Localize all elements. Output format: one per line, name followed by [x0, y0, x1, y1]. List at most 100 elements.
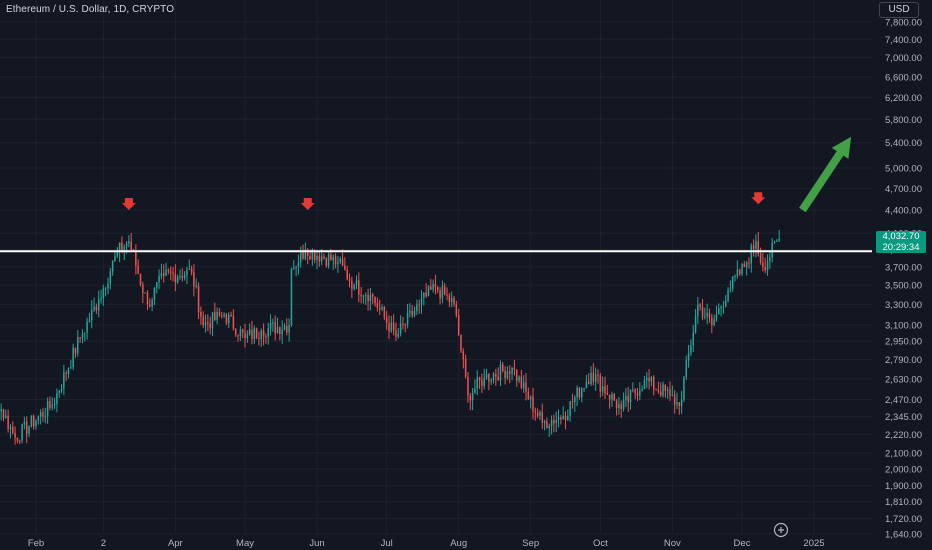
- candle-body: [555, 419, 557, 424]
- candle-body: [606, 393, 609, 395]
- candle: [457, 308, 460, 337]
- candle: [232, 309, 235, 331]
- candle: [371, 292, 374, 305]
- candle-body: [557, 417, 560, 420]
- candle: [776, 238, 778, 243]
- candle: [100, 289, 102, 304]
- candle-body: [669, 389, 671, 396]
- candle-body: [65, 372, 67, 374]
- currency-button[interactable]: USD: [879, 2, 919, 18]
- candle-body: [253, 328, 256, 340]
- candle: [632, 382, 634, 393]
- candle-body: [550, 420, 553, 427]
- candle-body: [536, 412, 539, 416]
- candle-body: [615, 400, 618, 408]
- candle: [659, 382, 662, 398]
- candle-body: [156, 282, 158, 288]
- candle: [413, 306, 416, 318]
- candle: [562, 406, 564, 420]
- candle-body: [520, 376, 523, 389]
- candle-body: [111, 260, 114, 272]
- candle: [550, 415, 553, 435]
- candle-body: [244, 332, 246, 338]
- candle-body: [44, 416, 47, 418]
- candle: [299, 246, 302, 268]
- candle: [260, 328, 263, 347]
- candle-body: [128, 241, 130, 244]
- candle: [174, 264, 177, 292]
- candle: [718, 303, 720, 315]
- candle: [608, 394, 611, 409]
- candle: [520, 369, 523, 390]
- candle: [295, 265, 297, 277]
- candle-body: [427, 286, 430, 297]
- candle: [513, 359, 516, 376]
- last-price-value: 4,032.70: [882, 231, 920, 242]
- candle: [745, 260, 748, 276]
- candle: [42, 407, 44, 422]
- candle-body: [186, 269, 188, 275]
- candle: [255, 327, 258, 340]
- candle-body: [711, 317, 713, 325]
- y-tick-label: 2,345.00: [885, 412, 922, 423]
- candle: [381, 304, 383, 311]
- candle: [574, 395, 576, 412]
- candle: [165, 262, 167, 277]
- candle-body: [339, 258, 341, 263]
- candle: [643, 376, 646, 390]
- candle: [351, 276, 353, 299]
- candle: [738, 268, 741, 276]
- candle-body: [95, 306, 98, 311]
- candle-body: [355, 280, 358, 286]
- candle-body: [86, 321, 88, 333]
- candle: [186, 266, 188, 285]
- plus-circle-icon[interactable]: [773, 522, 789, 538]
- candle-body: [441, 285, 444, 299]
- x-tick-label: 2: [101, 538, 106, 549]
- candle-body: [162, 272, 165, 276]
- grid-layer: [0, 0, 872, 535]
- candle-body: [585, 381, 588, 389]
- candle: [576, 385, 578, 407]
- candle-body: [599, 375, 602, 392]
- candle: [360, 286, 362, 304]
- candle: [722, 300, 725, 314]
- candle-body: [685, 360, 688, 378]
- candle: [399, 315, 402, 337]
- candle: [522, 375, 525, 393]
- candle-body: [239, 329, 242, 336]
- candle-body: [546, 421, 548, 429]
- candle: [135, 244, 137, 275]
- candle: [757, 231, 760, 257]
- candle: [711, 313, 713, 334]
- candle: [715, 305, 718, 322]
- candle: [111, 260, 114, 276]
- candle: [395, 322, 397, 341]
- candle-body: [9, 427, 12, 429]
- x-tick-label: Dec: [734, 538, 751, 549]
- candle-body: [97, 299, 100, 311]
- y-tick-label: 5,000.00: [885, 164, 922, 175]
- candle-body: [93, 306, 95, 310]
- candle: [378, 299, 381, 315]
- annotations-layer: [121, 136, 852, 213]
- candle-body: [643, 380, 646, 390]
- candle-body: [471, 392, 474, 401]
- candle: [529, 395, 532, 409]
- candle-body: [671, 394, 674, 396]
- candle-body: [450, 298, 453, 302]
- candle-body: [304, 249, 307, 259]
- candle: [388, 315, 390, 339]
- candle: [223, 312, 225, 318]
- candle-body: [60, 388, 63, 391]
- candle-body: [230, 314, 232, 316]
- candle: [460, 334, 462, 354]
- candle: [397, 328, 400, 339]
- candle-body: [297, 262, 300, 267]
- candle-body: [776, 240, 778, 242]
- candle: [344, 257, 346, 271]
- candle-body: [683, 377, 685, 400]
- candle: [676, 392, 678, 410]
- candle-body: [165, 269, 167, 276]
